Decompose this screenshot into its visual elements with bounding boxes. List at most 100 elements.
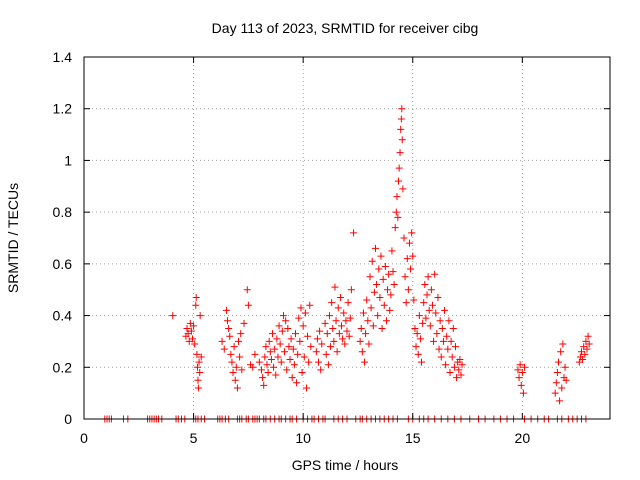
data-point	[426, 322, 434, 330]
data-point	[273, 335, 281, 343]
data-point	[218, 337, 226, 345]
data-point	[368, 257, 376, 265]
data-point	[413, 330, 421, 338]
data-point	[402, 299, 410, 307]
data-point	[425, 306, 433, 314]
data-point	[419, 319, 427, 327]
y-axis-title: SRMTID / TECUs	[5, 183, 21, 293]
data-point	[336, 293, 344, 301]
data-point	[302, 384, 310, 392]
data-point	[358, 348, 366, 356]
data-point	[299, 322, 307, 330]
x-tick-label: 5	[190, 430, 198, 446]
data-point	[293, 379, 301, 387]
y-tick-label: 0.8	[53, 204, 73, 220]
data-point	[437, 353, 445, 361]
data-point	[435, 345, 443, 353]
data-point	[385, 270, 393, 278]
data-point	[515, 374, 523, 382]
data-point	[193, 350, 201, 358]
data-point	[361, 358, 369, 366]
data-point	[289, 345, 297, 353]
data-point	[394, 213, 402, 221]
data-point	[377, 252, 385, 260]
data-point	[197, 353, 205, 361]
data-point	[451, 343, 459, 351]
data-point	[416, 335, 424, 343]
data-point	[449, 325, 457, 332]
data-point	[424, 273, 432, 281]
data-point	[283, 366, 291, 374]
data-point	[344, 299, 352, 307]
y-tick-label: 1	[64, 152, 72, 168]
data-point	[338, 322, 346, 330]
data-point	[334, 304, 342, 312]
data-point	[195, 358, 203, 366]
data-point	[376, 293, 384, 301]
data-point	[381, 262, 389, 270]
data-point	[584, 332, 592, 340]
data-point	[244, 301, 252, 309]
data-point	[194, 376, 202, 384]
data-point	[258, 366, 266, 374]
data-point	[275, 322, 283, 330]
data-point	[423, 291, 431, 299]
data-point	[410, 296, 418, 304]
data-point	[552, 379, 560, 387]
data-point	[369, 322, 377, 330]
data-point	[231, 376, 239, 384]
data-point	[295, 314, 303, 322]
data-point	[282, 317, 290, 325]
data-point	[359, 309, 367, 317]
data-point	[291, 330, 299, 338]
data-point	[235, 337, 243, 345]
data-point	[226, 332, 234, 340]
x-tick-label: 0	[80, 430, 88, 446]
data-point	[265, 337, 273, 345]
data-point	[386, 306, 394, 314]
data-point	[553, 368, 561, 376]
data-point	[232, 363, 240, 371]
data-point	[392, 208, 400, 216]
data-point	[284, 325, 292, 332]
y-tick-label: 0.6	[53, 256, 73, 272]
data-point	[304, 332, 312, 340]
data-point	[270, 363, 278, 371]
data-point	[332, 317, 340, 325]
data-point	[190, 322, 198, 330]
data-point	[428, 301, 436, 309]
data-point	[380, 301, 388, 309]
data-point	[364, 317, 372, 325]
data-point	[378, 325, 386, 332]
data-point	[192, 301, 200, 309]
data-point	[312, 348, 320, 356]
data-point	[277, 358, 285, 366]
data-point	[430, 337, 438, 345]
data-point	[421, 281, 429, 289]
data-point	[401, 273, 409, 281]
data-point	[557, 348, 565, 356]
data-point	[585, 340, 593, 348]
data-point	[290, 361, 298, 369]
data-point	[398, 136, 406, 144]
data-point	[345, 332, 353, 340]
data-point	[396, 149, 404, 157]
data-point	[439, 337, 447, 345]
data-point	[514, 366, 522, 374]
data-point	[418, 358, 426, 366]
data-point	[433, 330, 441, 338]
data-point	[447, 337, 455, 345]
data-point	[409, 252, 417, 260]
data-point	[268, 330, 276, 338]
data-point	[397, 115, 405, 123]
data-point	[305, 358, 313, 366]
data-point	[362, 330, 370, 338]
data-point	[436, 317, 444, 325]
data-point	[442, 361, 450, 369]
y-tick-label: 0.4	[53, 308, 73, 324]
data-point	[323, 330, 331, 338]
data-point	[389, 268, 397, 276]
data-point	[444, 345, 452, 353]
x-tick-label: 15	[405, 430, 421, 446]
data-markers	[101, 105, 593, 423]
